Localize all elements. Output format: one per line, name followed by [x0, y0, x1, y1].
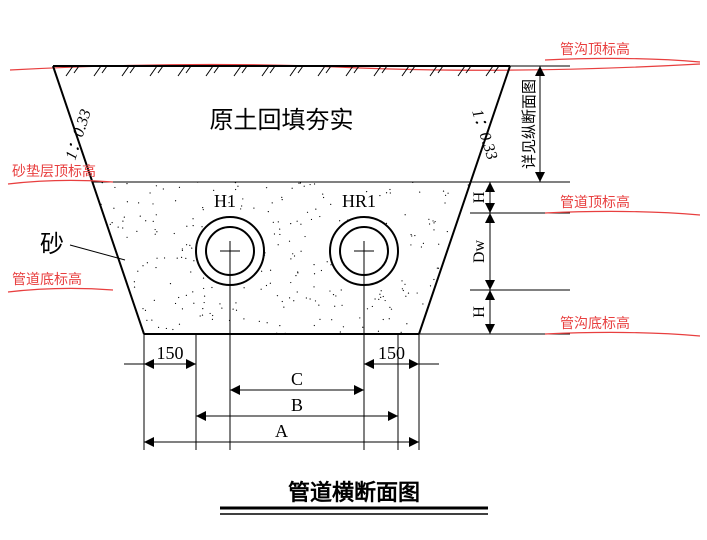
svg-text:A: A	[275, 421, 288, 441]
pipe-label-1: HR1	[342, 191, 376, 211]
rdim-1: Dw	[471, 240, 488, 264]
right-note: 详见纵断面图	[521, 79, 538, 169]
level-trench-top-line	[10, 64, 700, 70]
trench-left	[53, 66, 144, 334]
svg-text:150: 150	[378, 343, 405, 363]
trench-right	[419, 66, 510, 334]
backfill-label: 原土回填夯实	[210, 107, 354, 134]
rdim-2: H	[471, 306, 488, 318]
lvl-pipe_top: 管道顶标高	[560, 194, 630, 211]
lvl-trench_bot: 管沟底标高	[560, 315, 630, 332]
sand-label: 砂	[40, 231, 64, 258]
lvl-pipe_bot: 管道底标高	[12, 271, 82, 288]
svg-text:C: C	[291, 369, 303, 389]
lvl-sand_top: 砂垫层顶标高	[12, 163, 96, 180]
pipe-label-0: H1	[214, 191, 236, 211]
lvl-trench_top: 管沟顶标高	[560, 41, 630, 58]
slope-left: 1：0.33	[63, 107, 95, 162]
sand-hatch	[93, 182, 471, 335]
rdim-0: H	[471, 191, 488, 203]
figure-title: 管道横断面图	[288, 480, 420, 505]
svg-text:150: 150	[157, 343, 184, 363]
svg-text:B: B	[291, 395, 303, 415]
slope-right: 1：0.33	[468, 107, 500, 162]
